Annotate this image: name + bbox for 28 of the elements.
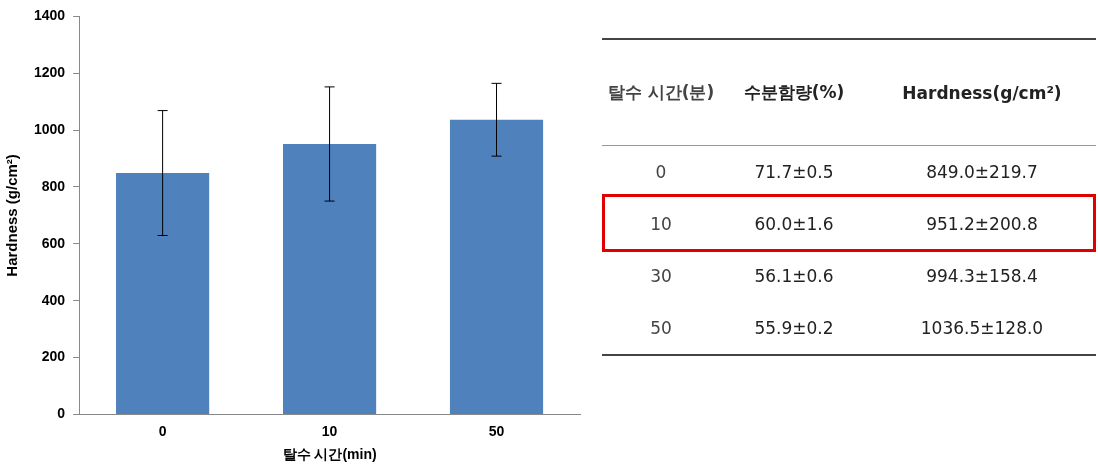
x-axis-title: 탈수 시간(min)	[282, 446, 377, 463]
text: 849.0±219.7	[925, 161, 1039, 184]
y-tick-label: 0	[57, 405, 66, 422]
text: 71.7±0.5	[753, 161, 835, 184]
text: 56.1±0.6	[753, 265, 835, 288]
text: 60.0±1.6	[753, 213, 835, 236]
y-tick-label: 1400	[33, 7, 66, 24]
y-tick-label: 800	[41, 177, 66, 194]
text: 55.9±0.2	[720, 302, 868, 355]
text: 50	[602, 302, 720, 355]
text: 1036.5±128.0	[867, 302, 1096, 355]
x-tick-label: 0	[158, 422, 167, 439]
text: Hardness(g/cm²)	[867, 39, 1096, 146]
y-tick-label: 1200	[33, 64, 66, 81]
text: 탈수 시간(분)	[602, 39, 720, 146]
text: 수분함량(%)	[720, 39, 868, 146]
text: 0	[654, 161, 668, 184]
y-tick-label: 400	[41, 291, 66, 308]
y-tick-label: 600	[41, 234, 66, 251]
text: 30	[649, 265, 673, 288]
x-tick-label: 50	[488, 422, 505, 439]
text: 10	[649, 213, 673, 236]
y-tick-label: 200	[41, 348, 66, 365]
y-tick-label: 1000	[33, 120, 66, 137]
text: 994.3±158.4	[925, 265, 1039, 288]
y-axis-title: Hardness (g/cm²)	[3, 154, 21, 277]
text: 951.2±200.8	[925, 213, 1039, 236]
x-tick-label: 10	[321, 422, 338, 439]
